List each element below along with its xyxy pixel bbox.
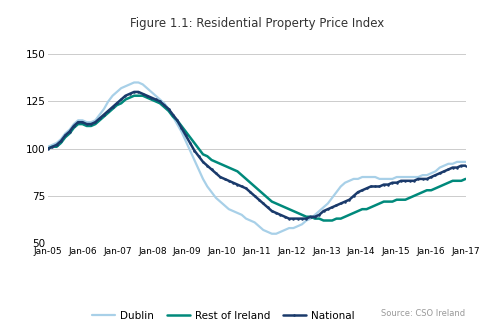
Dublin — [286, 226, 292, 230]
National — [45, 147, 51, 151]
Text: Source: CSO Ireland: Source: CSO Ireland — [382, 309, 466, 318]
Dublin — [131, 81, 137, 84]
Rest of Ireland — [131, 94, 137, 98]
Rest of Ireland — [282, 205, 288, 209]
Rest of Ireland — [463, 177, 468, 181]
National — [463, 164, 468, 168]
Line: Rest of Ireland: Rest of Ireland — [48, 96, 466, 220]
Dublin — [71, 122, 77, 126]
Rest of Ireland — [45, 147, 51, 151]
National — [282, 215, 288, 219]
Dublin — [316, 209, 322, 213]
Rest of Ireland — [312, 217, 318, 220]
Title: Figure 1.1: Residential Property Price Index: Figure 1.1: Residential Property Price I… — [130, 17, 384, 30]
National — [71, 124, 77, 128]
Rest of Ireland — [248, 181, 253, 185]
Rest of Ireland — [71, 126, 77, 130]
Dublin — [248, 219, 253, 222]
National — [316, 213, 322, 217]
Dublin — [80, 118, 85, 122]
Line: Dublin: Dublin — [48, 83, 466, 234]
Dublin — [372, 175, 378, 179]
National — [248, 190, 253, 194]
National — [372, 185, 378, 188]
Legend: Dublin, Rest of Ireland, National: Dublin, Rest of Ireland, National — [88, 307, 359, 320]
Dublin — [269, 232, 275, 236]
Rest of Ireland — [372, 204, 378, 207]
Dublin — [45, 145, 51, 149]
National — [80, 120, 85, 124]
National — [131, 90, 137, 94]
Dublin — [463, 160, 468, 164]
Rest of Ireland — [321, 219, 326, 222]
Rest of Ireland — [80, 122, 85, 126]
Line: National: National — [47, 91, 467, 220]
National — [286, 217, 292, 220]
